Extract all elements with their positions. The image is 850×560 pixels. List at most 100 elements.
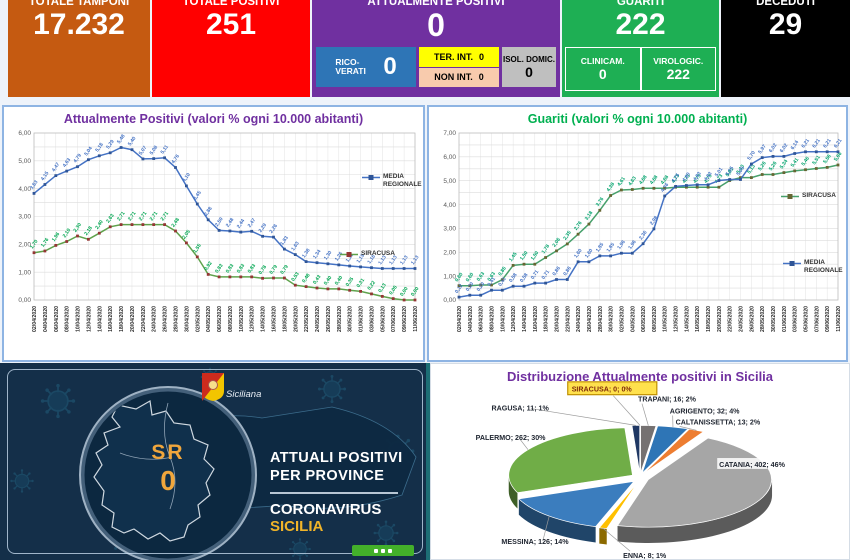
svg-text:10/05/2020: 10/05/2020 bbox=[239, 306, 245, 332]
legend-siracusa-label: SIRACUSA bbox=[361, 250, 395, 257]
svg-text:6,02: 6,02 bbox=[779, 142, 790, 154]
svg-text:30/04/2020: 30/04/2020 bbox=[184, 306, 190, 332]
svg-text:0,12: 0,12 bbox=[454, 283, 465, 295]
svg-text:Guariti (valori % ogni 10.000: Guariti (valori % ogni 10.000 abitanti) bbox=[528, 112, 748, 126]
intensive-care-label: TER. INT. bbox=[433, 51, 473, 62]
svg-text:5,56: 5,56 bbox=[822, 153, 833, 165]
svg-text:03/06/2020: 03/06/2020 bbox=[793, 306, 799, 332]
svg-text:1,96: 1,96 bbox=[51, 231, 62, 243]
svg-text:24/04/2020: 24/04/2020 bbox=[576, 306, 582, 332]
svg-text:5,07: 5,07 bbox=[138, 145, 149, 157]
svg-text:0,40: 0,40 bbox=[334, 275, 345, 287]
svg-text:0,78: 0,78 bbox=[258, 264, 269, 276]
non-intensive-cell: NON INT. 0 bbox=[419, 67, 499, 87]
svg-text:26/05/2020: 26/05/2020 bbox=[326, 306, 332, 332]
svg-text:2,71: 2,71 bbox=[138, 211, 149, 223]
virologically-recovered-value: 222 bbox=[666, 66, 690, 82]
svg-text:4,61: 4,61 bbox=[616, 176, 627, 188]
svg-text:2,30: 2,30 bbox=[73, 222, 84, 234]
total-positives-label: TOTALE POSITIVI bbox=[182, 0, 280, 8]
current-positives-chart-panel: 0,00 1,00 2,00 3,00 4,00 5,00 6,00 02/04/2020 04… bbox=[2, 105, 425, 362]
svg-text:01/06/2020: 01/06/2020 bbox=[359, 306, 365, 332]
svg-text:2,48: 2,48 bbox=[225, 217, 236, 229]
svg-text:1,60: 1,60 bbox=[573, 248, 584, 260]
svg-text:10/04/2020: 10/04/2020 bbox=[500, 306, 506, 332]
svg-text:5,18: 5,18 bbox=[94, 142, 105, 154]
svg-text:2,71: 2,71 bbox=[127, 211, 138, 223]
footer-badge bbox=[352, 545, 414, 556]
svg-text:0,85: 0,85 bbox=[497, 266, 508, 278]
svg-text:16/05/2020: 16/05/2020 bbox=[271, 306, 277, 332]
total-positives-value: 251 bbox=[205, 8, 257, 41]
svg-text:08/05/2020: 08/05/2020 bbox=[228, 306, 234, 332]
legend-siracusa-line-icon bbox=[781, 194, 799, 199]
svg-text:16/04/2020: 16/04/2020 bbox=[533, 306, 539, 332]
svg-text:0,31: 0,31 bbox=[356, 277, 367, 289]
pie-title: Distribuzione Attualmente positivi in Si… bbox=[506, 369, 774, 384]
svg-text:06/05/2020: 06/05/2020 bbox=[641, 306, 647, 332]
svg-text:0,00: 0,00 bbox=[18, 297, 31, 304]
svg-text:6,21: 6,21 bbox=[811, 138, 822, 150]
svg-text:4,47: 4,47 bbox=[51, 162, 62, 174]
svg-text:5,04: 5,04 bbox=[83, 146, 94, 158]
svg-text:26/04/2020: 26/04/2020 bbox=[163, 306, 169, 332]
svg-text:04/04/2020: 04/04/2020 bbox=[468, 306, 474, 332]
svg-text:2,44: 2,44 bbox=[236, 218, 247, 230]
svg-text:2,88: 2,88 bbox=[203, 206, 214, 218]
svg-text:5,00: 5,00 bbox=[443, 178, 456, 185]
svg-text:4,83: 4,83 bbox=[692, 171, 703, 183]
svg-text:08/04/2020: 08/04/2020 bbox=[65, 306, 71, 332]
svg-text:0,83: 0,83 bbox=[214, 263, 225, 275]
svg-text:0,79: 0,79 bbox=[269, 264, 280, 276]
svg-text:3,00: 3,00 bbox=[18, 214, 31, 221]
svg-text:12/05/2020: 12/05/2020 bbox=[674, 306, 680, 332]
non-intensive-value: 0 bbox=[478, 72, 484, 83]
svg-text:24/05/2020: 24/05/2020 bbox=[315, 306, 321, 332]
svg-text:5,97: 5,97 bbox=[757, 144, 768, 156]
svg-text:0,83: 0,83 bbox=[225, 263, 236, 275]
svg-text:0,63: 0,63 bbox=[487, 271, 498, 283]
svg-text:Attualmente Positivi (valori %: Attualmente Positivi (valori % ogni 10.0… bbox=[64, 112, 363, 126]
svg-text:1,85: 1,85 bbox=[595, 242, 606, 254]
svg-text:2,98: 2,98 bbox=[649, 215, 660, 227]
svg-text:28/04/2020: 28/04/2020 bbox=[598, 306, 604, 332]
svg-text:5,05: 5,05 bbox=[736, 165, 747, 177]
svg-text:2,71: 2,71 bbox=[149, 211, 160, 223]
map-title-line2: PER PROVINCE bbox=[270, 468, 385, 485]
svg-text:4,10: 4,10 bbox=[181, 172, 192, 184]
svg-text:07/06/2020: 07/06/2020 bbox=[814, 306, 820, 332]
svg-text:02/05/2020: 02/05/2020 bbox=[619, 306, 625, 332]
svg-text:0,48: 0,48 bbox=[301, 273, 312, 285]
current-positives-chart: 0,00 1,00 2,00 3,00 4,00 5,00 6,00 02/04/2020 04… bbox=[18, 112, 420, 332]
svg-text:5,13: 5,13 bbox=[746, 164, 757, 176]
svg-text:2,63: 2,63 bbox=[105, 213, 116, 225]
svg-text:5,66: 5,66 bbox=[833, 151, 844, 163]
province-map-panel: Siciliana SR 0 ATTUALI POSITIVI PER PROV… bbox=[0, 363, 430, 560]
svg-text:0,43: 0,43 bbox=[312, 274, 323, 286]
svg-text:3,45: 3,45 bbox=[192, 190, 203, 202]
svg-text:6,00: 6,00 bbox=[18, 130, 31, 137]
svg-text:11/06/2020: 11/06/2020 bbox=[836, 306, 842, 332]
svg-text:5,48: 5,48 bbox=[116, 133, 127, 145]
crest-caption: Siciliana bbox=[226, 389, 262, 400]
svg-text:0,35: 0,35 bbox=[345, 276, 356, 288]
current-positives-subrow: RICO- VERATI 0 TER. INT. 0 NON INT. 0 IS… bbox=[316, 47, 556, 87]
svg-text:28/04/2020: 28/04/2020 bbox=[174, 306, 180, 332]
legend-media-regionale: MEDIA REGIONALE bbox=[362, 173, 424, 189]
svg-text:4,79: 4,79 bbox=[73, 153, 84, 165]
map-title-block: ATTUALI POSITIVI PER PROVINCE CORONAVIRU… bbox=[270, 449, 422, 535]
svg-text:2,00: 2,00 bbox=[443, 249, 456, 256]
svg-text:5,00: 5,00 bbox=[18, 158, 31, 165]
svg-text:4,00: 4,00 bbox=[443, 202, 456, 209]
svg-text:18/04/2020: 18/04/2020 bbox=[119, 306, 125, 332]
svg-text:0,86: 0,86 bbox=[562, 265, 573, 277]
svg-text:0,13: 0,13 bbox=[377, 282, 388, 294]
svg-text:6,21: 6,21 bbox=[822, 138, 833, 150]
legend-media-line-icon bbox=[362, 175, 380, 180]
home-isolation-cell: ISOL. DOMIC. 0 bbox=[502, 47, 556, 87]
svg-text:1,60: 1,60 bbox=[584, 248, 595, 260]
svg-text:4,36: 4,36 bbox=[660, 182, 671, 194]
map-title-divider bbox=[270, 492, 398, 495]
svg-text:4,73: 4,73 bbox=[714, 173, 725, 185]
province-outline bbox=[93, 400, 215, 542]
